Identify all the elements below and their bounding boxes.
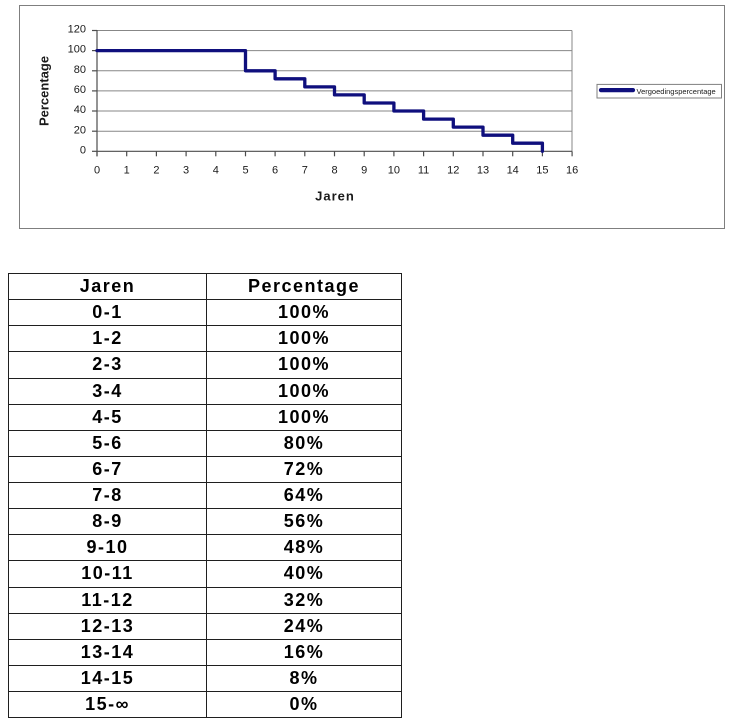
svg-text:16: 16 xyxy=(566,165,578,177)
svg-text:15: 15 xyxy=(536,165,548,177)
svg-text:10: 10 xyxy=(388,165,400,177)
svg-text:13: 13 xyxy=(477,165,489,177)
svg-text:6: 6 xyxy=(272,165,278,177)
svg-text:7: 7 xyxy=(302,165,308,177)
svg-text:40: 40 xyxy=(74,104,86,116)
svg-text:0: 0 xyxy=(80,144,86,156)
svg-text:20: 20 xyxy=(74,124,86,136)
svg-text:14: 14 xyxy=(507,165,519,177)
svg-text:5: 5 xyxy=(242,165,248,177)
svg-text:Vergoedingspercentage: Vergoedingspercentage xyxy=(637,87,716,96)
svg-text:2: 2 xyxy=(153,165,159,177)
svg-text:11: 11 xyxy=(418,165,429,177)
svg-text:60: 60 xyxy=(74,84,86,96)
svg-text:0: 0 xyxy=(94,165,100,177)
svg-text:8: 8 xyxy=(331,165,337,177)
svg-text:9: 9 xyxy=(361,165,367,177)
svg-text:80: 80 xyxy=(74,64,86,76)
svg-text:120: 120 xyxy=(68,24,86,36)
svg-text:100: 100 xyxy=(68,44,86,56)
svg-text:Percentage: Percentage xyxy=(37,56,52,126)
svg-text:1: 1 xyxy=(124,165,130,177)
svg-text:Jaren: Jaren xyxy=(315,189,355,204)
svg-text:4: 4 xyxy=(213,165,219,177)
svg-text:3: 3 xyxy=(183,165,189,177)
svg-text:12: 12 xyxy=(447,165,459,177)
